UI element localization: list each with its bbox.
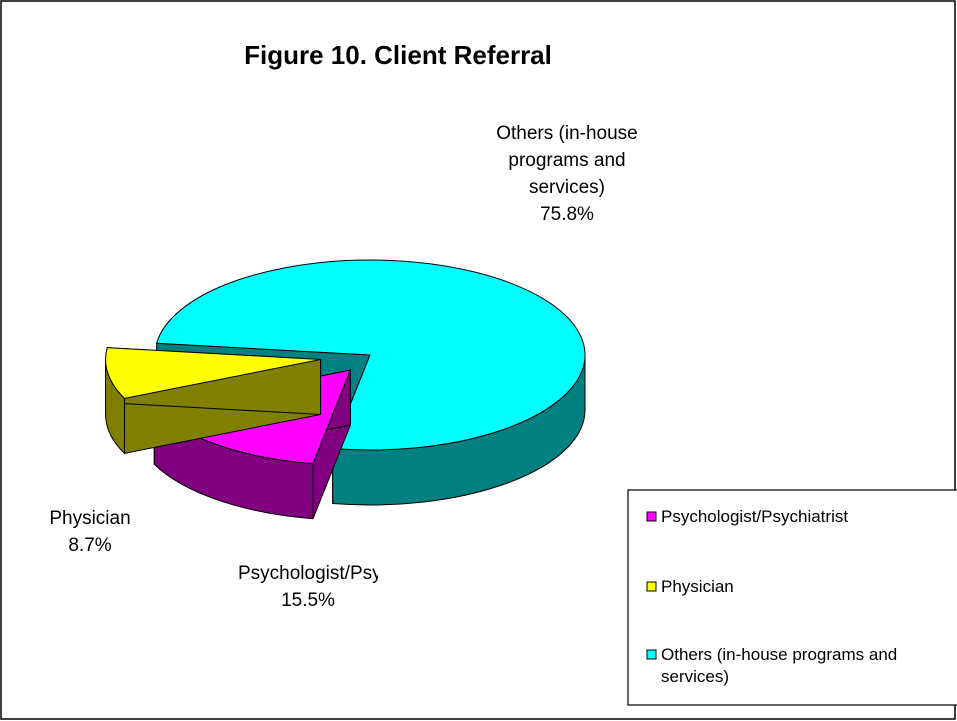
data-label: Physician 8.7%: [20, 505, 160, 559]
legend-entry: Psychologist/Psychiatrist: [661, 507, 849, 526]
data-label-text: Others (in-house programs and services) 7…: [487, 120, 647, 228]
legend: Psychologist/Psychiatrist Physician Others…: [646, 507, 898, 686]
legend-label: Others (in-house programs and services): [661, 645, 898, 686]
legend-entry: Physician: [661, 577, 734, 596]
legend-entry: Others (in-house programs and services): [661, 645, 898, 686]
label-value: 8.7%: [68, 535, 112, 556]
label-category: Physician: [49, 508, 131, 529]
pie: [105, 259, 586, 520]
slice: [105, 347, 322, 455]
legend-swatch: [646, 581, 657, 592]
label-category: Others (in-house programs and services): [496, 123, 638, 198]
legend-swatch: [646, 511, 657, 522]
data-label-text: Psychologist/Psychiatrist 15.5%: [238, 560, 378, 614]
legend-label: Psychologist/Psychiatrist: [661, 507, 849, 526]
data-labels: Psychologist/Psychiatrist 15.5% Physician 8…: [20, 120, 647, 614]
label-value: 15.5%: [281, 590, 335, 611]
legend-swatch: [646, 649, 657, 660]
legend-box: [627, 489, 957, 706]
data-label: Psychologist/Psychiatrist 15.5%: [238, 560, 378, 614]
legend-label: Physician: [661, 577, 734, 596]
chart-title: Figure 10. Client Referral: [244, 40, 552, 70]
label-category: Psychologist/Psychiatrist: [238, 563, 378, 584]
data-label-text: Physician 8.7%: [20, 505, 160, 559]
data-label: Others (in-house programs and services) 7…: [487, 120, 647, 228]
slice-top: [156, 259, 586, 451]
label-value: 75.8%: [540, 204, 594, 225]
slice-top: [105, 347, 321, 399]
